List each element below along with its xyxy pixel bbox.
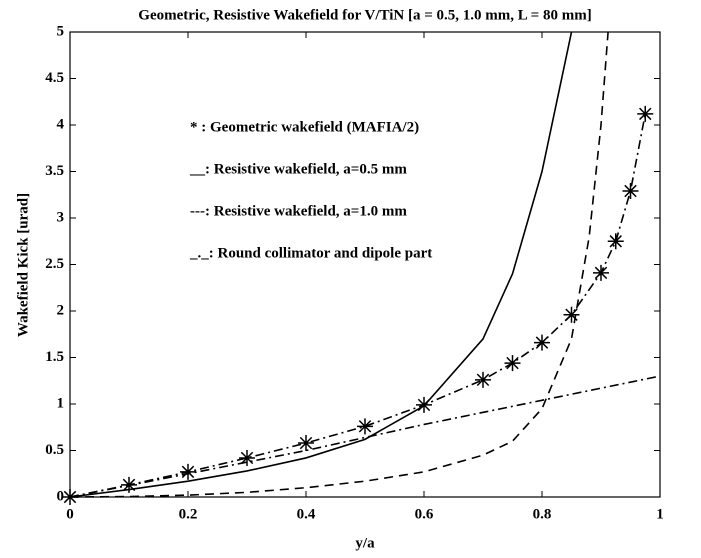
y-tick-label: 4.5 <box>45 70 64 86</box>
star-marker <box>637 105 654 122</box>
y-tick-label: 3 <box>57 209 65 225</box>
y-tick-label: 1 <box>57 395 65 411</box>
y-tick-label: 3.5 <box>45 163 64 179</box>
y-tick-label: 1.5 <box>45 349 64 365</box>
star-marker <box>357 418 373 435</box>
star-marker <box>298 435 314 452</box>
legend-entry: __: Resistive wakefield, a=0.5 mm <box>189 161 407 177</box>
x-tick-label: 0.2 <box>179 506 198 522</box>
star-marker <box>180 463 196 480</box>
y-tick-label: 0 <box>57 488 65 504</box>
y-tick-label: 0.5 <box>45 442 64 458</box>
series-line <box>69 113 647 498</box>
star-marker <box>593 264 609 281</box>
star-marker <box>475 371 491 388</box>
x-tick-label: 0.6 <box>415 506 434 522</box>
y-tick-label: 2 <box>57 302 65 318</box>
star-marker <box>622 183 639 200</box>
x-axis-label: y/a <box>355 535 375 551</box>
x-tick-label: 1 <box>656 506 664 522</box>
series-line <box>69 375 661 498</box>
legend-entry: ---: Resistive wakefield, a=1.0 mm <box>190 203 407 219</box>
chart-title: Geometric, Resistive Wakefield for V/TiN… <box>138 7 591 23</box>
legend-entry: * : Geometric wakefield (MAFIA/2) <box>190 119 419 135</box>
x-tick-label: 0.8 <box>533 506 552 522</box>
star-marker <box>239 449 255 466</box>
star-marker <box>504 355 521 372</box>
y-tick-label: 5 <box>57 23 65 39</box>
series-line <box>69 31 609 498</box>
y-tick-label: 2.5 <box>45 256 64 272</box>
star-marker <box>607 233 624 250</box>
star-marker <box>534 334 550 351</box>
y-tick-label: 4 <box>57 116 65 132</box>
x-tick-label: 0.4 <box>297 506 316 522</box>
x-tick-label: 0 <box>66 506 74 522</box>
star-marker <box>563 306 580 323</box>
series-line <box>69 31 573 498</box>
legend-entry: _._: Round collimator and dipole part <box>189 245 432 261</box>
y-axis-label: Wakefield Kick [urad] <box>15 193 31 337</box>
